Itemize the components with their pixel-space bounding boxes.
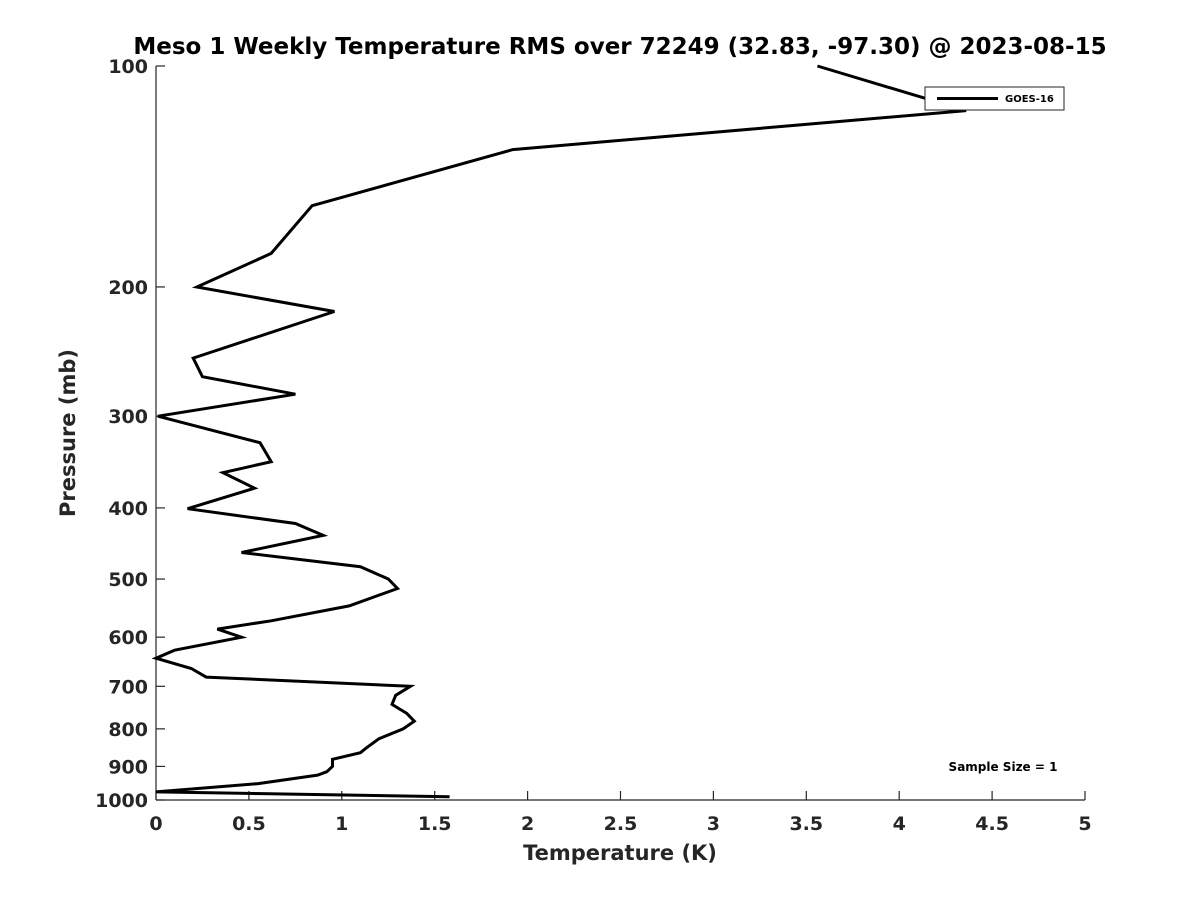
x-axis-label: Temperature (K) bbox=[523, 841, 717, 865]
y-tick-label: 500 bbox=[108, 569, 148, 591]
x-tick-label: 4.5 bbox=[975, 813, 1009, 835]
x-tick-label: 1 bbox=[335, 813, 348, 835]
y-tick-label: 400 bbox=[108, 498, 148, 520]
sample-size-annotation: Sample Size = 1 bbox=[949, 760, 1058, 774]
legend: GOES-16 bbox=[924, 86, 1065, 111]
y-tick-label: 100 bbox=[108, 56, 148, 78]
x-tick-label: 0.5 bbox=[232, 813, 266, 835]
x-ticks: 0 0.5 1 1.5 2 2.5 3 3.5 4 4.5 5 bbox=[149, 791, 1092, 835]
legend-label: GOES-16 bbox=[1005, 94, 1054, 105]
x-tick-label: 5 bbox=[1078, 813, 1091, 835]
axes bbox=[155, 66, 1085, 801]
y-tick-label: 300 bbox=[108, 406, 148, 428]
series-line-goes-16 bbox=[151, 64, 967, 799]
y-axis-label: Pressure (mb) bbox=[56, 349, 80, 517]
y-tick-label: 800 bbox=[108, 719, 148, 741]
x-tick-label: 3 bbox=[707, 813, 720, 835]
y-tick-label: 200 bbox=[108, 277, 148, 299]
x-tick-label: 4 bbox=[893, 813, 906, 835]
x-tick-label: 3.5 bbox=[789, 813, 823, 835]
y-tick-label: 900 bbox=[108, 756, 148, 778]
x-tick-label: 2 bbox=[521, 813, 534, 835]
x-tick-label: 2.5 bbox=[604, 813, 638, 835]
y-tick-label: 700 bbox=[108, 676, 148, 698]
series-layer bbox=[151, 64, 967, 799]
chart-title: Meso 1 Weekly Temperature RMS over 72249… bbox=[133, 34, 1106, 60]
y-tick-label: 600 bbox=[108, 627, 148, 649]
x-tick-label: 1.5 bbox=[418, 813, 452, 835]
y-ticks: 100 200 300 400 500 600 700 800 900 1000 bbox=[95, 56, 165, 812]
y-tick-label: 1000 bbox=[95, 790, 148, 812]
x-tick-label: 0 bbox=[149, 813, 162, 835]
